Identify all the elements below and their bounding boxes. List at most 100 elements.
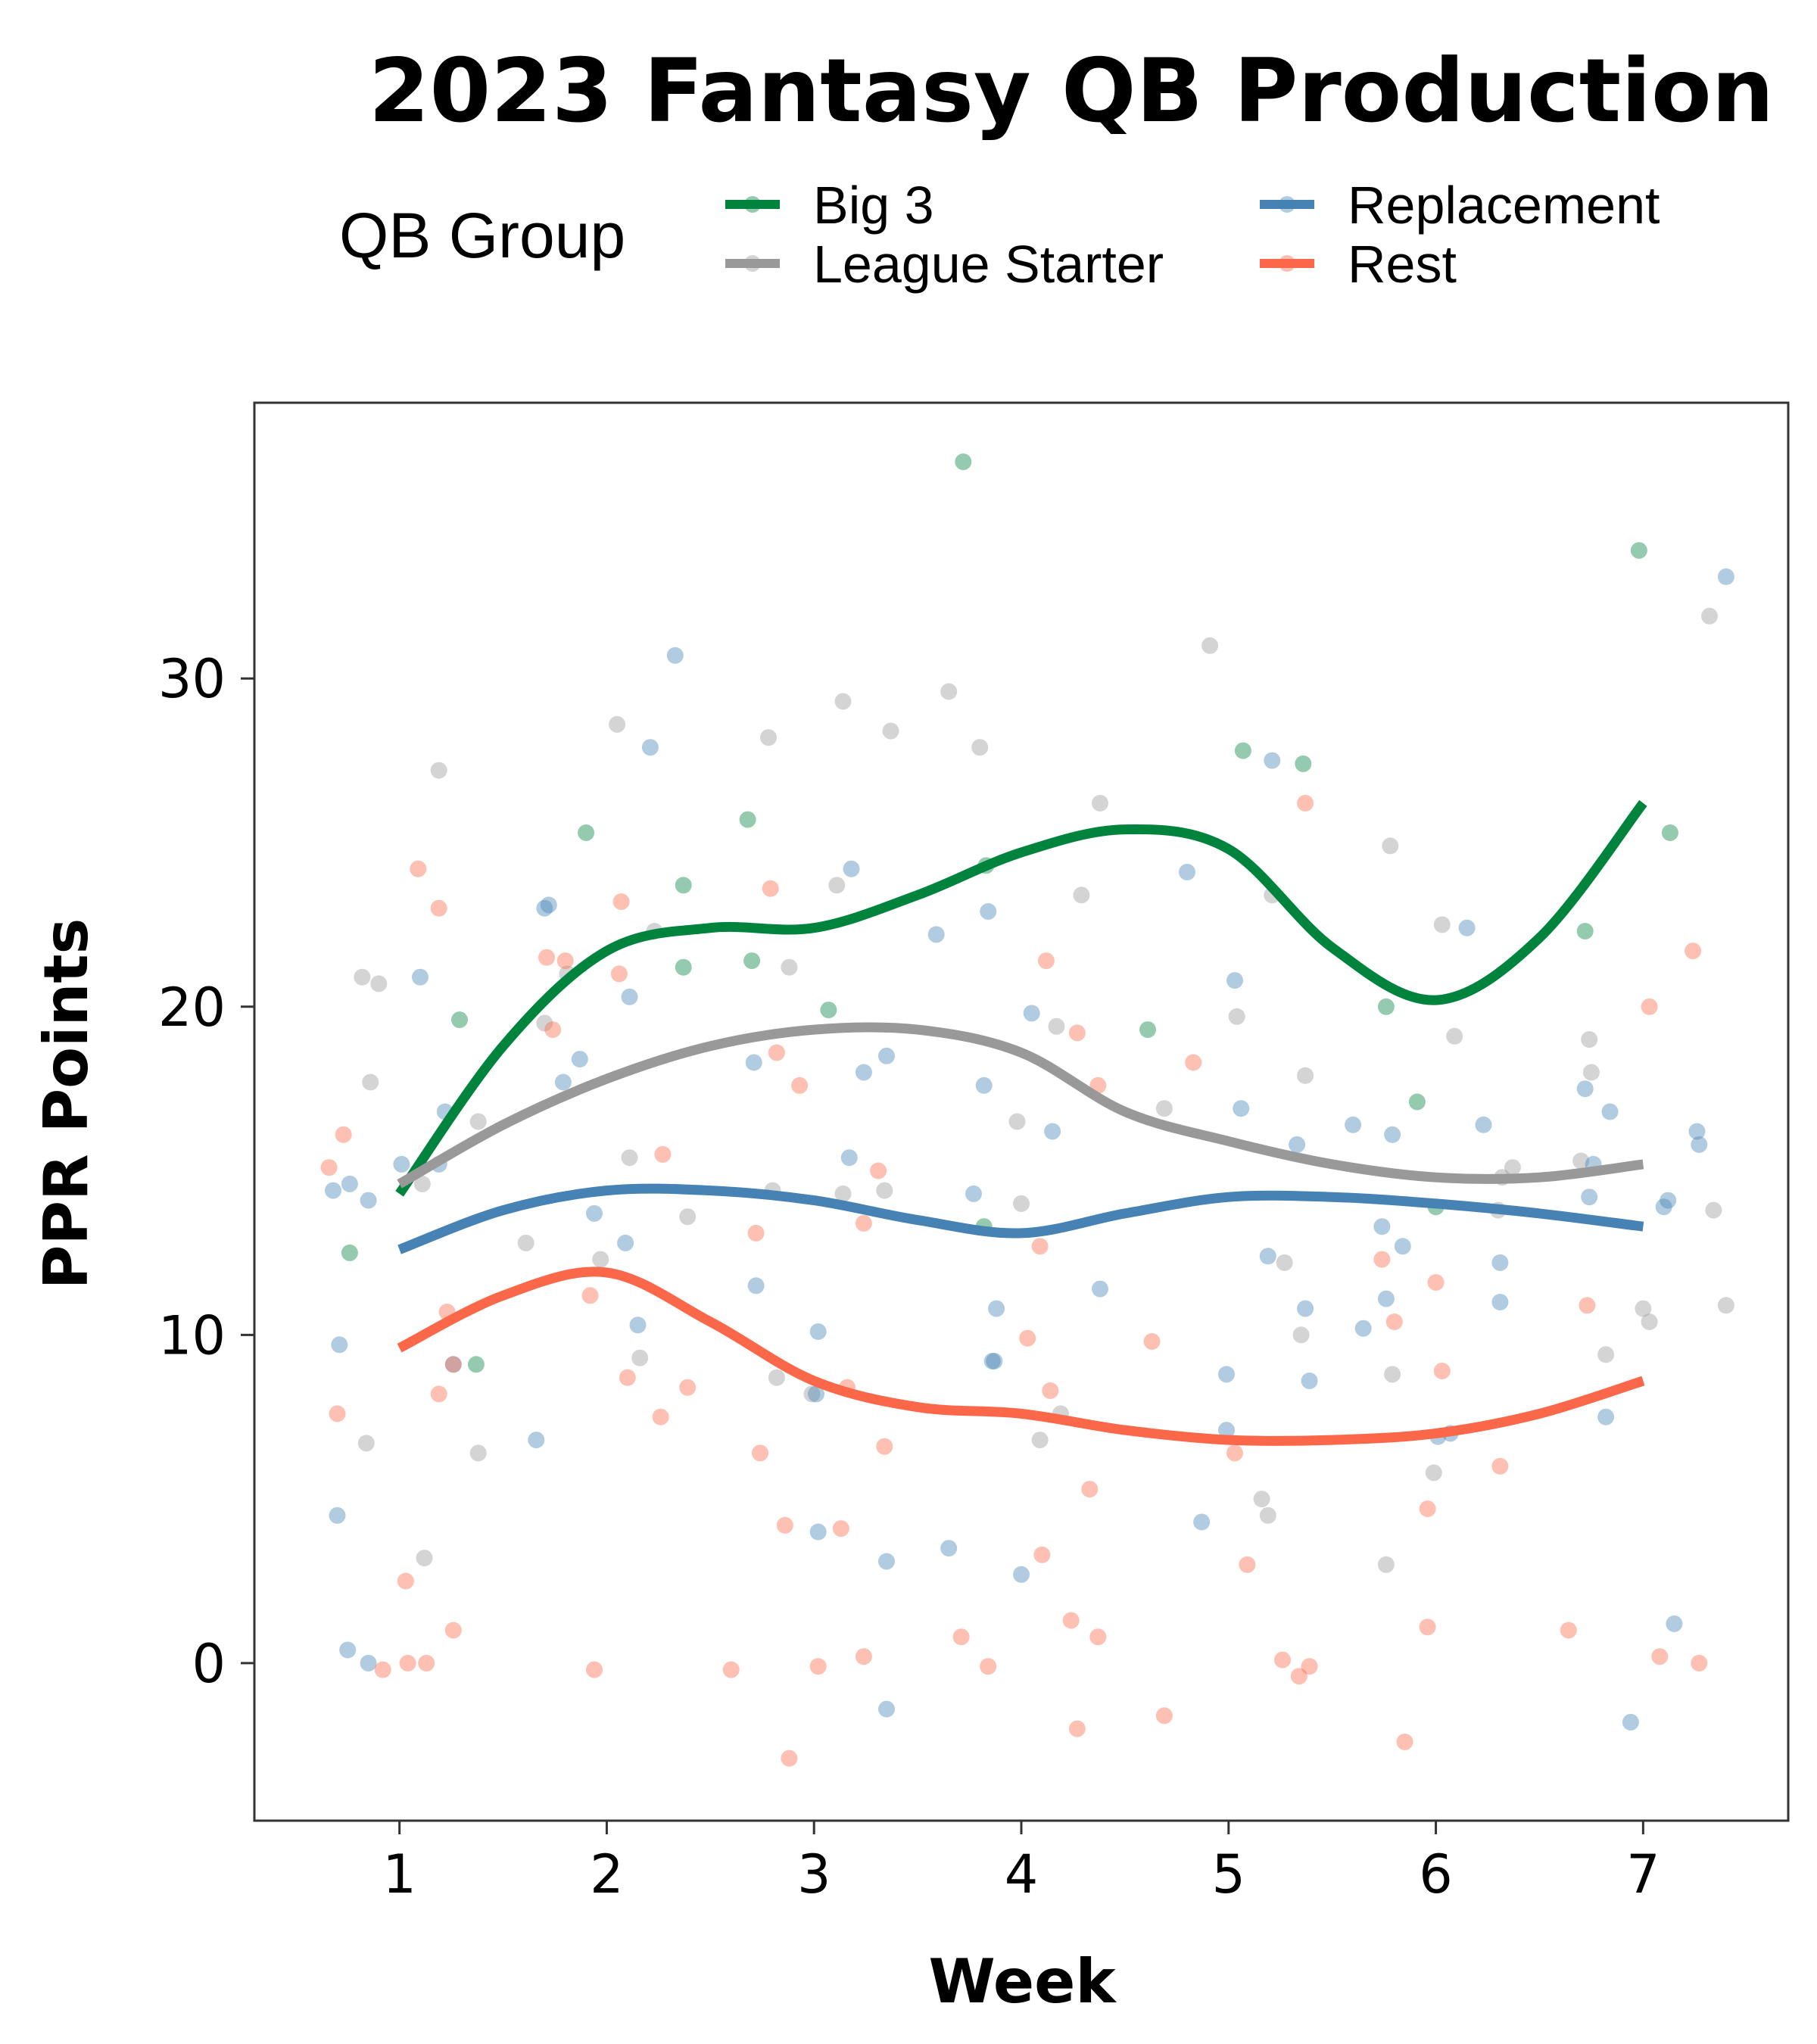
point-league-starter: [631, 1349, 649, 1366]
point-rest: [1143, 1333, 1161, 1350]
point-replacement: [1345, 1116, 1362, 1133]
point-replacement: [1458, 919, 1476, 936]
point-big-3: [739, 811, 756, 828]
point-rest: [544, 1021, 562, 1039]
point-rest: [1019, 1329, 1036, 1347]
point-league-starter: [1253, 1491, 1270, 1508]
point-replacement: [629, 1316, 647, 1334]
point-league-starter: [1384, 1366, 1401, 1383]
point-league-starter: [1717, 1297, 1734, 1314]
point-league-starter: [1092, 794, 1108, 812]
point-replacement: [1218, 1366, 1235, 1383]
point-big-3: [675, 958, 692, 976]
point-league-starter: [621, 1149, 638, 1167]
point-league-starter: [517, 1234, 535, 1251]
point-replacement: [980, 903, 997, 920]
point-replacement: [1264, 752, 1281, 769]
point-rest: [444, 1622, 462, 1639]
legend-label-league-starter: League Starter: [813, 235, 1164, 294]
point-rest: [610, 965, 628, 983]
point-replacement: [1597, 1408, 1615, 1426]
point-rest: [1226, 1444, 1243, 1462]
point-rest: [1037, 952, 1055, 970]
point-league-starter: [781, 958, 798, 976]
point-replacement: [536, 899, 553, 917]
point-rest: [1068, 1024, 1086, 1042]
point-league-starter: [1641, 1313, 1658, 1330]
point-replacement: [1691, 1136, 1708, 1153]
point-big-3: [451, 1011, 468, 1029]
point-league-starter: [1048, 1017, 1065, 1035]
point-rest: [1385, 1313, 1403, 1330]
point-rest: [1239, 1556, 1256, 1573]
point-league-starter: [940, 683, 958, 700]
point-replacement: [1023, 1005, 1040, 1022]
point-league-starter: [876, 1182, 893, 1199]
point-replacement: [586, 1204, 603, 1222]
point-replacement: [878, 1553, 895, 1570]
point-replacement: [840, 1149, 858, 1167]
point-rest: [1301, 1658, 1318, 1675]
point-replacement: [1491, 1254, 1509, 1271]
point-replacement: [341, 1175, 358, 1192]
point-rest: [1031, 1238, 1049, 1255]
point-league-starter: [1259, 1507, 1276, 1524]
x-tick-label: 6: [1419, 1843, 1453, 1905]
trend-line-rest: [397, 1267, 1645, 1446]
point-replacement: [747, 1277, 765, 1295]
point-replacement: [809, 1323, 827, 1340]
point-replacement: [878, 1047, 895, 1064]
x-tick-label: 5: [1212, 1843, 1246, 1905]
point-rest: [1560, 1622, 1577, 1639]
point-league-starter: [1013, 1195, 1030, 1212]
point-replacement: [666, 647, 684, 664]
point-replacement: [360, 1654, 377, 1672]
point-rest: [430, 899, 447, 917]
point-league-starter: [1276, 1254, 1293, 1271]
point-rest: [781, 1750, 798, 1767]
point-rest: [612, 893, 630, 910]
point-rest: [652, 1408, 669, 1426]
point-rest: [654, 1145, 672, 1163]
point-league-starter: [1155, 1100, 1173, 1117]
plot-panel: [253, 401, 1790, 1822]
point-rest: [1373, 1251, 1391, 1268]
legend-label-replacement: Replacement: [1348, 176, 1660, 235]
point-rest: [556, 952, 574, 970]
point-big-3: [467, 1356, 485, 1373]
point-replacement: [325, 1182, 341, 1199]
point-replacement: [528, 1432, 545, 1449]
point-replacement: [1179, 864, 1195, 880]
point-league-starter: [1597, 1346, 1615, 1363]
point-replacement: [1655, 1198, 1672, 1216]
point-league-starter: [609, 715, 626, 733]
trend-line-league-starter: [397, 1022, 1644, 1189]
point-rest: [952, 1628, 970, 1646]
point-league-starter: [1008, 1113, 1026, 1130]
point-replacement: [940, 1540, 958, 1557]
point-league-starter: [430, 762, 447, 779]
point-league-starter: [760, 729, 777, 746]
point-league-starter: [1228, 1008, 1245, 1025]
point-replacement: [855, 1064, 872, 1081]
point-league-starter: [1377, 1556, 1395, 1573]
point-replacement: [927, 926, 945, 943]
point-league-starter: [971, 739, 989, 756]
point-rest: [418, 1654, 435, 1672]
point-league-starter: [1292, 1326, 1310, 1344]
point-rest: [1641, 998, 1658, 1015]
point-rest: [410, 860, 427, 877]
point-replacement: [1373, 1218, 1391, 1235]
point-league-starter: [357, 1435, 375, 1452]
point-replacement: [983, 1353, 1001, 1369]
point-league-starter: [413, 1175, 431, 1192]
point-replacement: [1601, 1103, 1619, 1120]
point-replacement: [571, 1051, 588, 1068]
point-rest: [776, 1516, 793, 1534]
point-rest: [1274, 1651, 1291, 1669]
point-league-starter: [1433, 916, 1451, 933]
point-rest: [444, 1356, 462, 1373]
point-big-3: [1295, 755, 1312, 772]
point-replacement: [809, 1523, 827, 1541]
